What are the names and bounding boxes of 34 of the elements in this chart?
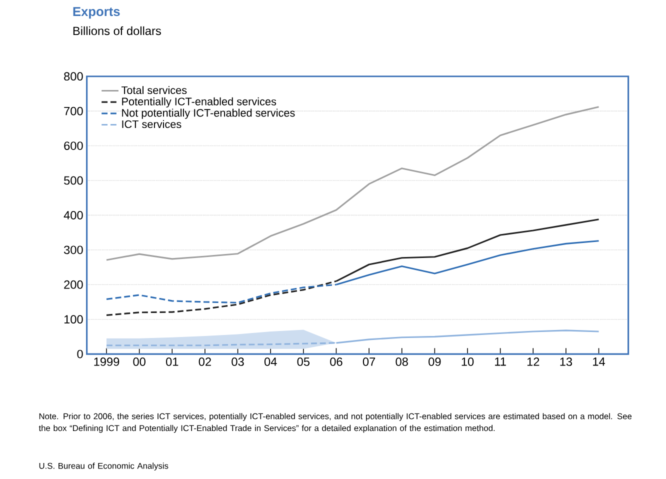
x-tick-label: 1999 [94, 358, 120, 366]
y-tick-label: 500 [64, 176, 83, 185]
y-tick-label: 400 [64, 211, 83, 220]
y-tick-label: 700 [64, 106, 83, 116]
x-tick-label: 05 [297, 358, 310, 366]
legend-label: ICT services [122, 120, 182, 128]
x-tick-label: 12 [527, 358, 540, 366]
y-tick-label: 0 [77, 350, 83, 358]
line-series [106, 106, 600, 261]
chart-subtitle: Billions of dollars [73, 26, 161, 36]
y-tick-label: 100 [64, 315, 83, 324]
legend-label: Not potentially ICT-enabled services [122, 108, 295, 119]
y-tick-label: 300 [64, 246, 83, 254]
x-tick-label: 02 [198, 358, 211, 366]
text: Note. Prior to 2006, the series ICT services, potentially ICT-enabled services, and not potentially ICT-enabled services are estimated based on a model. See the box “Defining ICT and Potentially ICT-Enabled Trade in Services” for a detailed explanation of the estimation method. [38, 413, 632, 433]
x-tick-label: 13 [560, 358, 572, 366]
y-tick-label: 800 [64, 72, 83, 81]
y-tick-label: 200 [64, 280, 83, 289]
x-tick-label: 14 [593, 358, 606, 366]
chart-title: Exports [73, 7, 120, 19]
x-tick-label: 08 [396, 358, 408, 366]
x-tick-label: 00 [133, 358, 146, 366]
x-tick-label: 04 [264, 358, 277, 366]
legend-label: Total services [121, 86, 187, 94]
x-tick-label: 11 [495, 358, 506, 366]
x-tick-label: 09 [428, 358, 441, 366]
y-tick-label: 600 [64, 142, 83, 150]
legend-label: Potentially ICT-enabled services [122, 97, 276, 108]
text: U.S. Bureau of Economic Analysis [39, 462, 168, 470]
x-tick-label: 06 [330, 358, 342, 366]
x-tick-label: 03 [232, 358, 244, 366]
x-tick-label: 01 [166, 358, 178, 366]
x-tick-label: 10 [462, 358, 474, 366]
x-tick-label: 07 [362, 358, 376, 366]
